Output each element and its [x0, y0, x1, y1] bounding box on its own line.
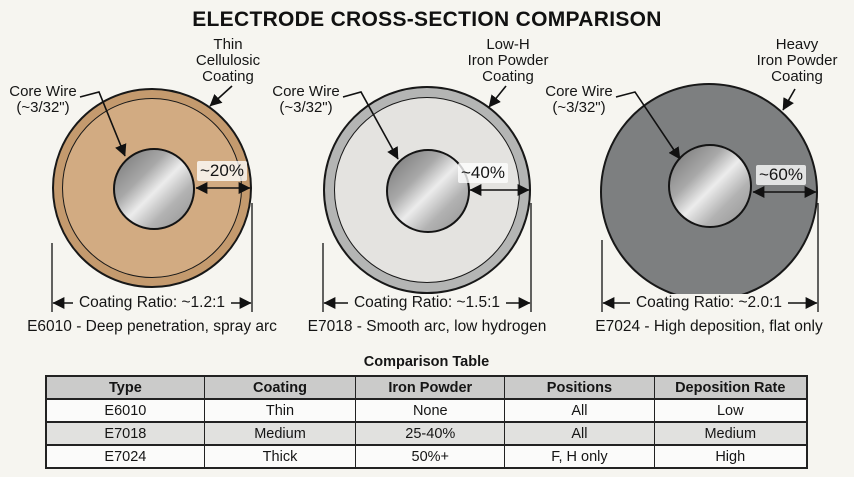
coating-ratio-label-e7024: Coating Ratio: ~2.0:1 — [600, 294, 818, 312]
electrode-caption-e6010: E6010 - Deep penetration, spray arc — [27, 318, 277, 335]
cell-e7018-coating: Medium — [203, 421, 357, 446]
col-header-iron-powder: Iron Powder — [355, 375, 506, 400]
core-percent-label-e7018: ~40% — [458, 163, 508, 183]
page-title: ELECTRODE CROSS-SECTION COMPARISON — [192, 8, 662, 31]
coating-label-e7018: Low-H Iron Powder Coating — [467, 36, 549, 85]
core-wire-label-e7018: Core Wire (~3/32") — [272, 83, 340, 116]
cell-e7018-iron-powder: 25-40% — [355, 421, 506, 446]
coating-ratio-label-e6010: Coating Ratio: ~1.2:1 — [52, 294, 252, 312]
electrode-e7018-core-wire — [386, 149, 470, 233]
core-percent-label-e7024: ~60% — [756, 165, 806, 185]
coating-ratio-text-e7018: Coating Ratio: ~1.5:1 — [347, 294, 507, 311]
table-row-e7024: E7024 Thick 50%+ F, H only High — [45, 444, 808, 469]
cell-e7018-positions: All — [504, 421, 655, 446]
table-header-row: Type Coating Iron Powder Positions Depos… — [45, 375, 808, 400]
cell-e7024-iron-powder: 50%+ — [355, 444, 506, 469]
table-row-e7018: E7018 Medium 25-40% All Medium — [45, 421, 808, 446]
core-wire-label-e7024: Core Wire (~3/32") — [545, 83, 613, 116]
cell-e7024-type: E7024 — [45, 444, 205, 469]
coating-ratio-text-e6010: Coating Ratio: ~1.2:1 — [72, 294, 232, 311]
cell-e6010-positions: All — [504, 398, 655, 423]
electrode-e6010-core-wire — [113, 148, 195, 230]
coating-label-e6010: Thin Cellulosic Coating — [195, 36, 261, 85]
col-header-type: Type — [45, 375, 205, 400]
cell-e6010-type: E6010 — [45, 398, 205, 423]
cell-e6010-deposition-rate: Low — [653, 398, 808, 423]
col-header-deposition-rate: Deposition Rate — [653, 375, 808, 400]
coating-leader-arrow-e6010 — [209, 85, 233, 107]
electrode-caption-e7018: E7018 - Smooth arc, low hydrogen — [307, 318, 547, 335]
cell-e7018-type: E7018 — [45, 421, 205, 446]
electrode-e7024-coating-circle — [600, 83, 818, 301]
core-wire-label-e6010: Core Wire (~3/32") — [9, 83, 77, 116]
col-header-coating: Coating — [203, 375, 357, 400]
cell-e7024-positions: F, H only — [504, 444, 655, 469]
cell-e7024-coating: Thick — [203, 444, 357, 469]
coating-label-e7024: Heavy Iron Powder Coating — [756, 36, 838, 85]
electrode-caption-e7024: E7024 - High deposition, flat only — [595, 318, 823, 335]
coating-ratio-text-e7024: Coating Ratio: ~2.0:1 — [629, 294, 789, 311]
electrode-e7018-coating-circle — [323, 86, 531, 294]
coating-leader-arrow-e7018 — [488, 85, 507, 108]
cell-e6010-iron-powder: None — [355, 398, 506, 423]
cell-e7024-deposition-rate: High — [653, 444, 808, 469]
col-header-positions: Positions — [504, 375, 655, 400]
cell-e6010-coating: Thin — [203, 398, 357, 423]
table-row-e6010: E6010 Thin None All Low — [45, 398, 808, 423]
comparison-table: Type Coating Iron Powder Positions Depos… — [45, 375, 808, 469]
comparison-table-title: Comparison Table — [363, 354, 490, 370]
core-percent-label-e6010: ~20% — [197, 161, 247, 181]
electrode-e7024-core-wire — [668, 144, 752, 228]
electrode-e6010-coating-circle — [52, 88, 252, 288]
coating-ratio-label-e7018: Coating Ratio: ~1.5:1 — [323, 294, 531, 312]
cell-e7018-deposition-rate: Medium — [653, 421, 808, 446]
coating-leader-arrow-e7024 — [782, 88, 796, 111]
